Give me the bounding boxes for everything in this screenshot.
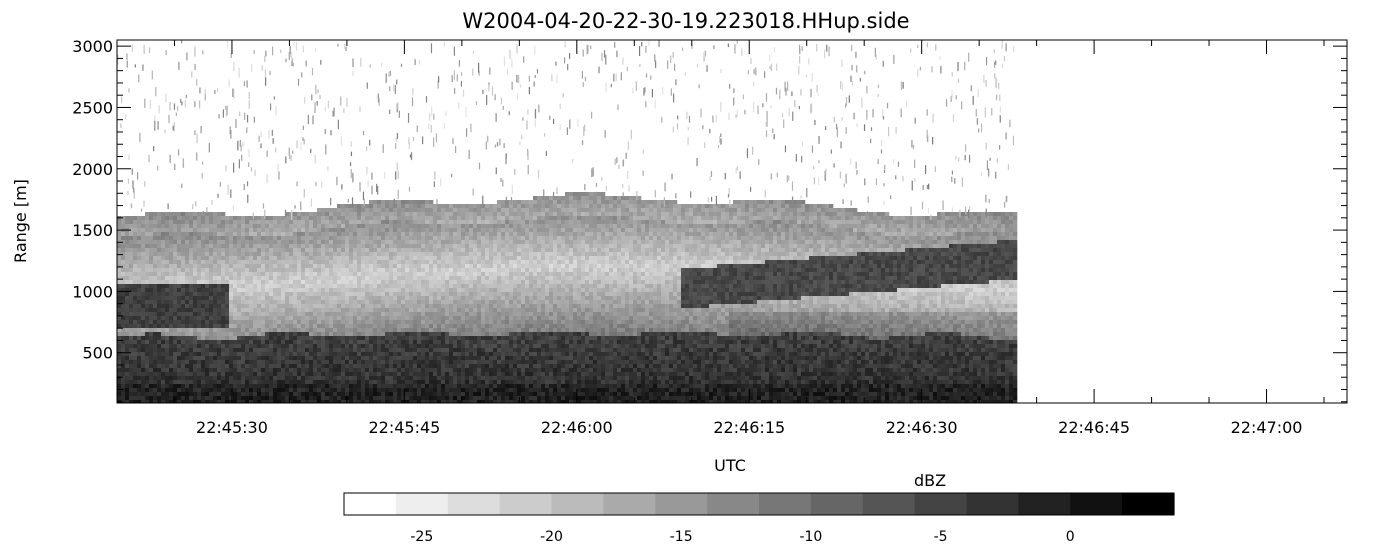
colorbar-level [1018,493,1071,515]
x-tick-label: 22:45:45 [368,418,440,437]
y-tick-label: 2500 [72,98,113,117]
y-tick-label: 3000 [72,37,113,56]
y-tick-label: 500 [82,344,113,363]
colorbar-tick-label: -5 [934,529,948,545]
colorbar-level [914,493,968,515]
colorbar-label: dBZ [914,471,946,490]
colorbar-level [499,493,553,515]
x-tick-label: 22:47:00 [1231,418,1303,437]
x-tick-label: 22:46:15 [713,418,785,437]
x-tick-label: 22:46:00 [541,418,613,437]
x-axis-label: UTC [714,456,746,475]
colorbar-level [810,493,864,515]
colorbar-tick-label: -25 [410,529,433,545]
colorbar-level [1122,493,1175,515]
x-tick-label: 22:45:30 [196,418,268,437]
colorbar-level [1070,493,1123,515]
heatmap-image [117,40,1347,403]
colorbar: -25 -20 -15 -10 -5 0 dBZ [343,471,1175,545]
colorbar-level [655,493,708,515]
colorbar-level [707,493,760,515]
y-axis-label: Range [m] [11,179,30,263]
colorbar-level [862,493,916,515]
colorbar-level [966,493,1019,515]
chart-title: W2004-04-20-22-30-19.223018.HHup.side [462,9,909,33]
colorbar-tick-label: -15 [670,529,693,545]
colorbar-tick-label: -20 [540,529,563,545]
y-tick-label: 2000 [72,160,113,179]
colorbar-level [395,493,449,515]
colorbar-level [344,493,397,515]
colorbar-level [603,493,656,515]
colorbar-frame [343,492,1175,516]
y-axis: 500 1000 1500 2000 2500 3000 [72,37,1347,403]
x-axis: 22:45:30 22:45:45 22:46:00 22:46:15 22:46:30… [116,40,1325,437]
y-tick-label: 1000 [72,282,113,301]
colorbar-tick-label: -10 [799,529,822,545]
colorbar-tick-label: 0 [1066,529,1075,545]
y-tick-label: 1500 [72,221,113,240]
colorbar-level [759,493,812,515]
colorbar-level [447,493,501,515]
x-tick-label: 22:46:30 [886,418,958,437]
plot-frame [116,39,1348,404]
colorbar-level [551,493,604,515]
x-tick-label: 22:46:45 [1058,418,1130,437]
